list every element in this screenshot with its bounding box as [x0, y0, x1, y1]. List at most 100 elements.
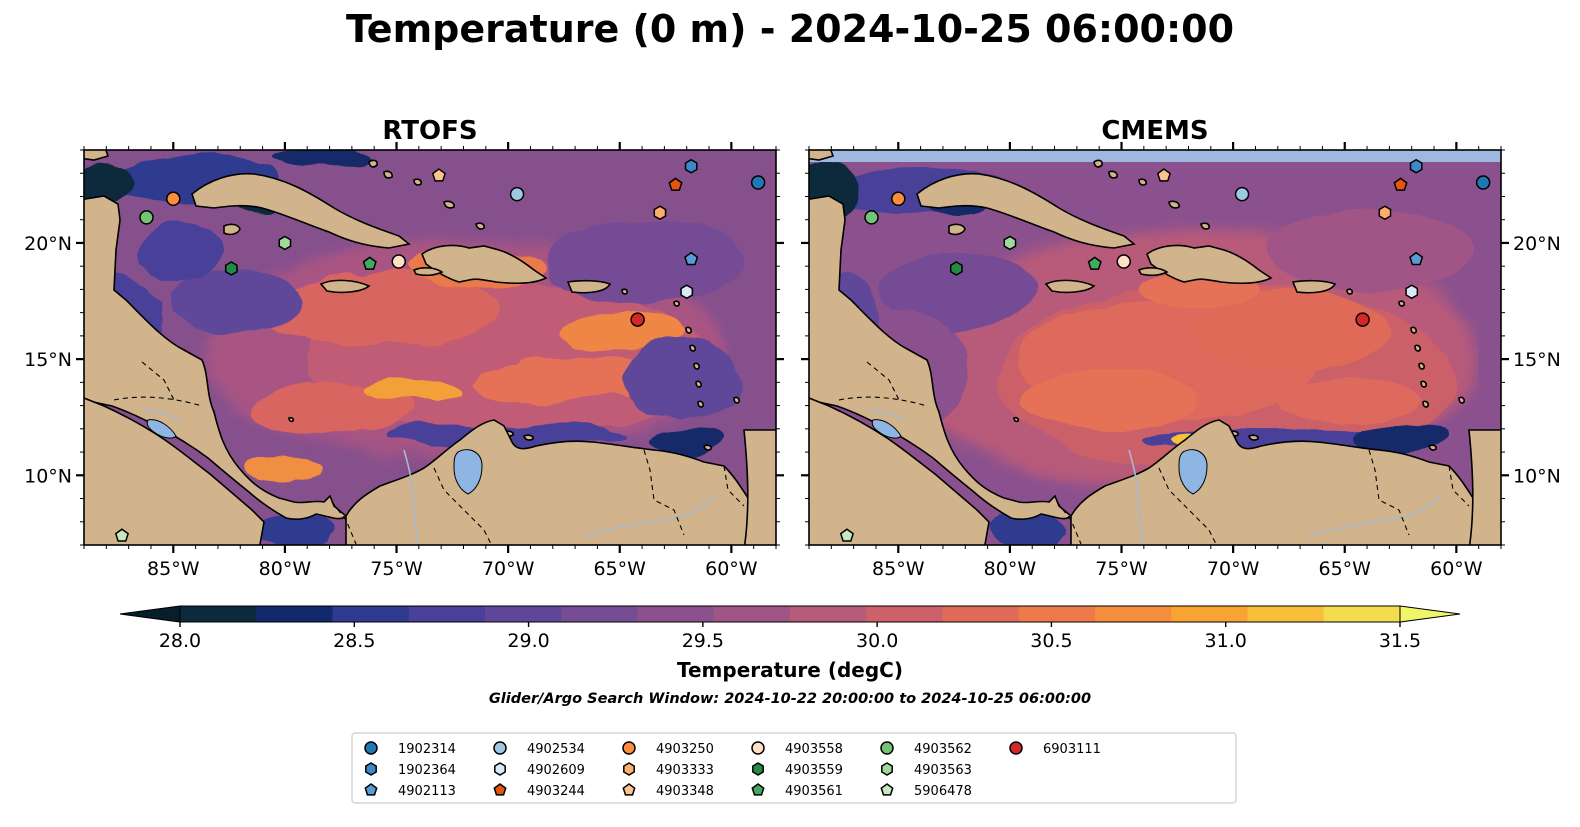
legend-entry-label: 1902314 — [398, 742, 456, 757]
legend-marker-1902314 — [364, 741, 378, 755]
colorbar-segment — [790, 606, 867, 622]
colorbar-segment — [485, 606, 562, 622]
float-marker-4903561 — [362, 256, 377, 270]
colorbar-segment — [408, 606, 486, 622]
legend-entry-label: 6903111 — [1043, 742, 1101, 757]
lat-tick-label-right: 10°N — [1513, 465, 1561, 487]
legend-marker-4903250 — [622, 741, 636, 755]
float-marker-4903558 — [391, 254, 406, 269]
colorbar-segment — [1247, 606, 1325, 622]
legend-entry-label: 4903250 — [656, 742, 714, 757]
map-frame-cmems — [808, 149, 1502, 546]
float-marker-6903111 — [630, 312, 645, 327]
float-marker-4902609 — [680, 284, 694, 300]
legend-marker-4903244 — [493, 783, 507, 796]
search-window-text: Glider/Argo Search Window: 2024-10-22 20… — [489, 691, 1091, 707]
legend-marker-4902534 — [493, 741, 507, 755]
map-axis-ticks: 85°W 80°W 75°W 70°W 65°W 60°W 10°N 15°N 20°N 85°W… — [24, 142, 1561, 580]
lon-tick-label: 80°W — [984, 558, 1037, 580]
legend-entry-label: 4903348 — [656, 784, 714, 799]
lon-tick-label: 65°W — [1319, 558, 1372, 580]
map-frame-rtofs — [83, 149, 777, 546]
legend-entry-label: 4903559 — [785, 763, 843, 778]
legend-marker-4903562 — [880, 741, 894, 755]
legend-marker-4902609 — [494, 762, 506, 776]
lon-tick-label: 60°W — [1430, 558, 1483, 580]
legend: 1902314 1902364 4902113 4902534 4902609 49032… — [351, 732, 1237, 804]
legend-entry-label: 4903558 — [785, 742, 843, 757]
legend-marker-4903561 — [751, 783, 765, 796]
float-marker-4903562 — [139, 210, 154, 225]
legend-entry-label: 4902609 — [527, 763, 585, 778]
float-marker-1902364 — [684, 158, 698, 174]
lon-tick-label: 65°W — [594, 558, 647, 580]
lat-tick-label-right: 20°N — [1513, 233, 1561, 255]
colorbar-tick-label: 28.0 — [159, 630, 201, 652]
float-marker-4903333 — [1378, 205, 1392, 221]
float-marker-4902534 — [1234, 186, 1250, 202]
legend-entry-label: 5906478 — [914, 784, 972, 799]
colorbar-segment — [713, 606, 791, 622]
float-marker-4902609 — [1405, 284, 1419, 300]
colorbar: 28.0 28.5 29.0 29.5 30.0 30.5 31.0 31.5 — [119, 605, 1461, 652]
lon-tick-label: 85°W — [147, 558, 200, 580]
float-marker-4903333 — [653, 205, 667, 221]
float-marker-4902113 — [684, 251, 699, 266]
float-marker-4903244 — [668, 177, 683, 191]
colorbar-tick-label: 29.5 — [682, 630, 724, 652]
colorbar-segment — [637, 606, 715, 622]
float-marker-4903563 — [1003, 235, 1017, 251]
colorbar-segment — [942, 606, 1020, 622]
colorbar-extend-low — [119, 605, 181, 623]
lon-tick-label: 70°W — [1207, 558, 1260, 580]
lon-tick-label: 85°W — [872, 558, 925, 580]
float-marker-5906478 — [114, 528, 130, 542]
panel-title-cmems: CMEMS — [1101, 116, 1208, 146]
legend-marker-5906478 — [880, 783, 894, 796]
float-marker-4903250 — [891, 191, 906, 207]
float-marker-4902534 — [509, 186, 525, 202]
panel-title-rtofs: RTOFS — [382, 116, 477, 146]
colorbar-tick-label: 31.0 — [1205, 630, 1247, 652]
legend-marker-4903558 — [751, 741, 765, 755]
legend-marker-1902364 — [365, 762, 377, 776]
float-markers-cmems — [839, 158, 1491, 542]
float-marker-6903111 — [1355, 312, 1370, 327]
float-marker-1902314 — [1475, 175, 1491, 190]
float-marker-5906478 — [839, 528, 855, 542]
legend-entry-label: 4903563 — [914, 763, 972, 778]
legend-entry-label: 1902364 — [398, 763, 456, 778]
colorbar-tick-label: 31.5 — [1379, 630, 1421, 652]
colorbar-segment — [1095, 606, 1172, 622]
legend-entry-label: 4903562 — [914, 742, 972, 757]
colorbar-segment — [1171, 606, 1248, 622]
float-marker-4903561 — [1087, 256, 1102, 270]
float-marker-4903559 — [949, 261, 963, 276]
colorbar-segment — [332, 606, 410, 622]
colorbar-segment — [866, 606, 943, 622]
lon-tick-label: 75°W — [370, 558, 423, 580]
colorbar-extend-high — [1399, 605, 1461, 623]
float-markers-rtofs — [114, 158, 766, 542]
colorbar-segment — [561, 606, 638, 622]
lon-tick-label: 60°W — [705, 558, 758, 580]
colorbar-tick-label: 28.5 — [333, 630, 375, 652]
colorbar-segment — [180, 606, 257, 622]
float-marker-4903348 — [431, 168, 446, 182]
colorbar-segment — [1323, 606, 1401, 622]
legend-marker-4903348 — [622, 783, 636, 796]
float-marker-4903348 — [1156, 168, 1171, 182]
colorbar-label: Temperature (degC) — [677, 658, 903, 682]
colorbar-tick-label: 29.0 — [507, 630, 549, 652]
lon-tick-label: 70°W — [482, 558, 535, 580]
legend-marker-4903563 — [881, 762, 893, 776]
legend-entry-label: 4902534 — [527, 742, 585, 757]
legend-marker-4902113 — [364, 783, 378, 796]
colorbar-segment — [1018, 606, 1096, 622]
float-marker-4903562 — [864, 210, 879, 225]
lon-tick-label: 75°W — [1095, 558, 1148, 580]
lat-tick-label-left: 15°N — [24, 349, 72, 371]
float-marker-4903244 — [1393, 177, 1408, 191]
lat-tick-label-left: 20°N — [24, 233, 72, 255]
